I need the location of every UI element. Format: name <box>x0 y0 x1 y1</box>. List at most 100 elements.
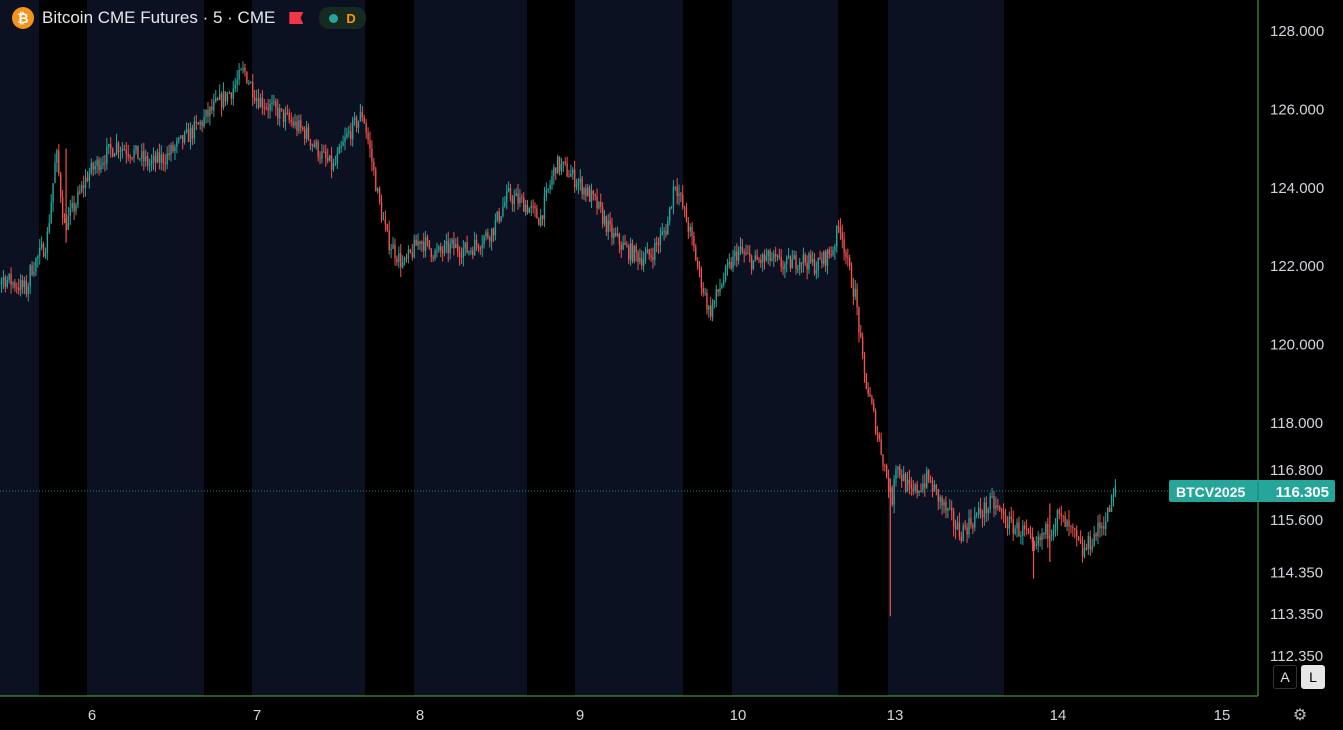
candle-body <box>181 135 184 143</box>
candle-body <box>834 246 836 251</box>
candle-body <box>536 208 538 219</box>
candle-body <box>1029 533 1032 537</box>
candle-body <box>782 266 784 270</box>
candle-body <box>804 254 806 263</box>
candle-body <box>195 121 198 123</box>
date-tick-label: 8 <box>416 707 424 724</box>
candle-body <box>661 231 663 235</box>
candle-body <box>183 131 186 143</box>
candle-body <box>1016 522 1018 529</box>
candle-body <box>873 403 875 411</box>
candle-body <box>566 162 568 177</box>
candle-body <box>1091 546 1093 550</box>
candle-body <box>1037 536 1039 546</box>
log-scale-button[interactable]: L <box>1301 665 1325 689</box>
candle-body <box>222 91 225 108</box>
candle-body <box>365 123 367 133</box>
candle-body <box>515 193 517 197</box>
candle-body <box>843 239 845 253</box>
auto-scale-button[interactable]: A <box>1273 665 1297 689</box>
candle-body <box>108 144 110 147</box>
candle-body <box>506 191 508 203</box>
candle-body <box>941 497 943 506</box>
candle-body <box>455 244 457 249</box>
candle-body <box>201 121 203 127</box>
candle-body <box>81 185 83 192</box>
candle-body <box>721 284 723 289</box>
candle-body <box>16 287 18 289</box>
candle-body <box>376 188 379 192</box>
candle-body <box>860 332 862 337</box>
candle-body <box>209 107 211 117</box>
candle-body <box>826 249 829 266</box>
candle-body <box>77 191 79 205</box>
candle-body <box>436 250 438 252</box>
price-tick-label: 116.800 <box>1270 462 1323 479</box>
gear-icon[interactable]: ⚙ <box>1292 707 1308 724</box>
candle-body <box>423 241 425 251</box>
candle-body <box>637 252 639 262</box>
candle-body <box>517 193 519 204</box>
candle-body <box>453 239 455 249</box>
candle-body <box>553 167 555 177</box>
candle-body <box>405 257 408 259</box>
price-tick-label: 113.350 <box>1270 606 1323 623</box>
candle-body <box>1014 528 1016 534</box>
candle-body <box>628 245 630 260</box>
candle-body <box>577 182 580 185</box>
candle-body <box>964 525 966 528</box>
candle-body <box>939 497 941 502</box>
candle-body <box>141 151 143 159</box>
candle-body <box>292 121 294 126</box>
candle-body <box>246 71 248 84</box>
flag-icon[interactable] <box>289 12 304 24</box>
candle-body <box>352 119 354 140</box>
symbol-title[interactable]: Bitcoin CME Futures · 5 · CME <box>42 8 276 27</box>
candle-body <box>265 107 267 109</box>
candle-body <box>618 233 621 245</box>
candle-body <box>1062 515 1064 517</box>
candle-body <box>148 164 151 166</box>
candle-body <box>1097 522 1099 537</box>
candle-body <box>224 91 227 102</box>
candle-body <box>353 117 356 120</box>
candle-body <box>75 204 77 212</box>
session-band <box>87 0 204 696</box>
candle-body <box>732 256 734 269</box>
candle-body <box>1012 518 1014 534</box>
candle-body <box>117 143 120 152</box>
candle-body <box>543 195 546 220</box>
candle-body <box>481 244 483 249</box>
candle-body <box>947 508 949 511</box>
candle-body <box>1027 529 1030 534</box>
candle-body <box>723 279 725 285</box>
candle-body <box>158 152 161 163</box>
candle-body <box>236 79 238 85</box>
candle-body <box>1025 528 1028 530</box>
candle-body <box>560 163 563 172</box>
candle-body <box>526 204 529 213</box>
candle-body <box>810 253 812 262</box>
candle-body <box>468 251 470 253</box>
candle-body <box>193 121 196 139</box>
candle-body <box>997 505 999 508</box>
candle-body <box>1108 507 1111 513</box>
candle-body <box>346 133 348 138</box>
candle-body <box>596 196 598 209</box>
candle-body <box>234 84 236 89</box>
candle-body <box>1114 486 1117 495</box>
price-tick-label: 118.000 <box>1270 415 1323 432</box>
market-status[interactable]: D <box>319 7 366 29</box>
candle-body <box>1006 524 1009 529</box>
candle-body <box>33 271 35 275</box>
candle-body <box>968 517 970 535</box>
candle-body <box>747 253 749 255</box>
candle-body <box>37 255 39 259</box>
candle-body <box>761 254 764 263</box>
candle-body <box>724 266 727 280</box>
candle-body <box>359 112 362 121</box>
candle-body <box>150 160 153 165</box>
candle-body <box>278 108 281 119</box>
candle-body <box>1095 533 1097 537</box>
